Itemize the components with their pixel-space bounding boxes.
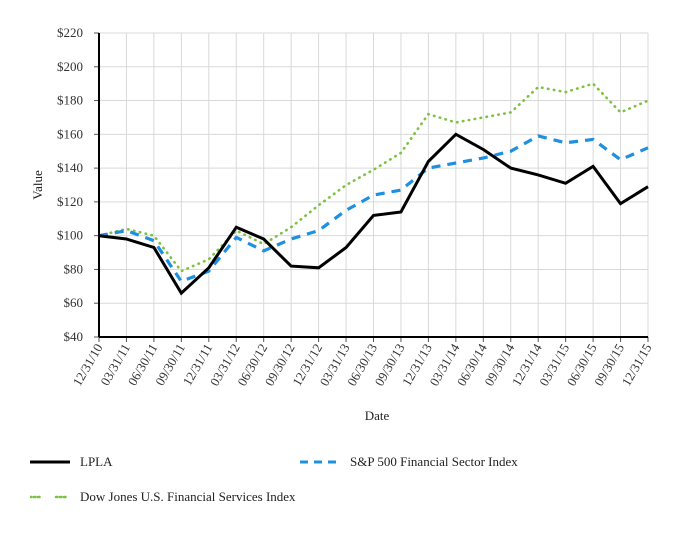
y-axis-title: Value (30, 170, 45, 200)
legend-item-lpla: LPLA (30, 454, 113, 470)
series-line-s-p-500-financial-sector-index (98, 134, 649, 284)
legend-item-sp500: S&P 500 Financial Sector Index (300, 454, 518, 470)
y-tick-label: $100 (57, 228, 83, 243)
legend-label-dowjones: Dow Jones U.S. Financial Services Index (80, 489, 296, 504)
axes (94, 32, 649, 342)
legend-swatch-sp500 (300, 460, 340, 464)
y-tick-label: $200 (57, 59, 83, 74)
y-tick-label: $140 (57, 160, 83, 175)
y-tick-labels: $40 $60 $80 $100 $120 $140 $160 $180 $200 $220 (57, 25, 83, 344)
y-tick-label: $120 (57, 194, 83, 209)
legend-item-dowjones: Dow Jones U.S. Financial Services Index (30, 489, 296, 505)
x-tick-labels: 12/31/1003/31/1106/30/1109/30/1112/31/11… (69, 341, 654, 389)
y-tick-label: $220 (57, 25, 83, 40)
line-chart: $40 $60 $80 $100 $120 $140 $160 $180 $200 $220 12… (30, 25, 655, 423)
legend-label-sp500: S&P 500 Financial Sector Index (350, 454, 518, 469)
y-tick-label: $80 (64, 261, 84, 276)
grid-lines (99, 32, 649, 337)
y-tick-label: $180 (57, 93, 83, 108)
y-tick-label: $60 (64, 295, 84, 310)
legend-swatch-lpla (30, 460, 70, 464)
legend-swatch-dowjones (30, 495, 68, 499)
series-line-lpla (98, 132, 649, 296)
legend-label-lpla: LPLA (80, 454, 113, 469)
x-axis-title: Date (365, 408, 390, 423)
y-tick-label: $40 (64, 329, 84, 344)
series-lines (97, 82, 650, 296)
y-tick-label: $160 (57, 126, 83, 141)
